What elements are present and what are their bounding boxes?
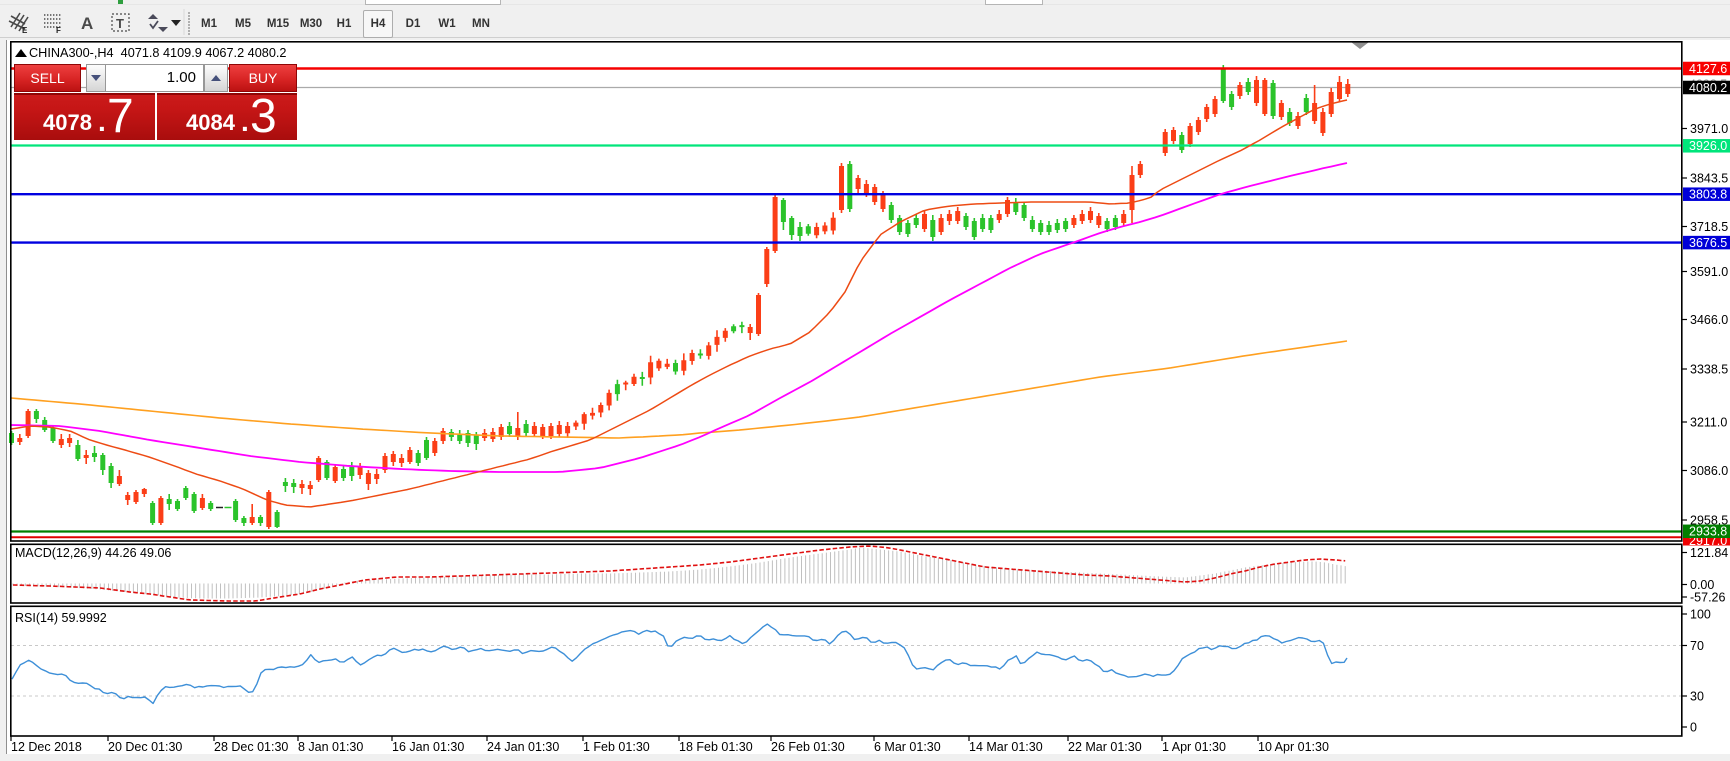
svg-text:100: 100 (1690, 607, 1711, 621)
svg-text:20 Dec 01:30: 20 Dec 01:30 (108, 740, 182, 754)
svg-text:8 Jan 01:30: 8 Jan 01:30 (298, 740, 363, 754)
svg-text:16 Jan 01:30: 16 Jan 01:30 (392, 740, 464, 754)
svg-text:2917.0: 2917.0 (1689, 534, 1727, 548)
svg-text:F: F (56, 26, 61, 35)
svg-text:12 Dec 2018: 12 Dec 2018 (11, 740, 82, 754)
svg-text:3591.0: 3591.0 (1690, 265, 1728, 279)
svg-text:3971.0: 3971.0 (1690, 122, 1728, 136)
svg-text:MACD(12,26,9) 44.26 49.06: MACD(12,26,9) 44.26 49.06 (15, 546, 171, 560)
svg-text:70: 70 (1690, 639, 1704, 653)
svg-text:3466.0: 3466.0 (1690, 313, 1728, 327)
svg-text:4080.2: 4080.2 (1689, 81, 1727, 95)
svg-text:24 Jan 01:30: 24 Jan 01:30 (487, 740, 559, 754)
svg-text:0: 0 (1690, 720, 1697, 734)
svg-text:3676.5: 3676.5 (1689, 236, 1727, 250)
svg-text:10 Apr 01:30: 10 Apr 01:30 (1258, 740, 1329, 754)
svg-text:3211.0: 3211.0 (1690, 415, 1727, 429)
svg-text:26 Feb 01:30: 26 Feb 01:30 (771, 740, 845, 754)
svg-text:0.00: 0.00 (1690, 578, 1714, 592)
svg-text:3718.5: 3718.5 (1690, 220, 1728, 234)
svg-text:121.84: 121.84 (1690, 546, 1728, 560)
svg-text:18 Feb 01:30: 18 Feb 01:30 (679, 740, 753, 754)
svg-text:28 Dec 01:30: 28 Dec 01:30 (214, 740, 288, 754)
svg-text:3843.5: 3843.5 (1690, 171, 1728, 185)
svg-text:30: 30 (1690, 689, 1704, 703)
svg-text:3338.5: 3338.5 (1690, 362, 1728, 376)
svg-text:T: T (116, 16, 124, 31)
svg-text:-57.26: -57.26 (1690, 590, 1725, 604)
svg-text:22 Mar 01:30: 22 Mar 01:30 (1068, 740, 1142, 754)
svg-text:3086.0: 3086.0 (1690, 464, 1728, 478)
svg-text:3803.8: 3803.8 (1689, 188, 1727, 202)
svg-text:4127.6: 4127.6 (1689, 62, 1727, 76)
svg-text:1 Apr 01:30: 1 Apr 01:30 (1162, 740, 1226, 754)
svg-text:E: E (22, 26, 28, 35)
svg-text:1 Feb 01:30: 1 Feb 01:30 (583, 740, 650, 754)
svg-text:6 Mar 01:30: 6 Mar 01:30 (874, 740, 941, 754)
svg-text:14 Mar 01:30: 14 Mar 01:30 (969, 740, 1043, 754)
svg-text:RSI(14) 59.9992: RSI(14) 59.9992 (15, 611, 107, 625)
svg-text:2933.8: 2933.8 (1689, 525, 1727, 539)
svg-text:2958.5: 2958.5 (1690, 513, 1728, 527)
svg-text:A: A (81, 14, 93, 33)
svg-text:3926.0: 3926.0 (1689, 139, 1727, 153)
